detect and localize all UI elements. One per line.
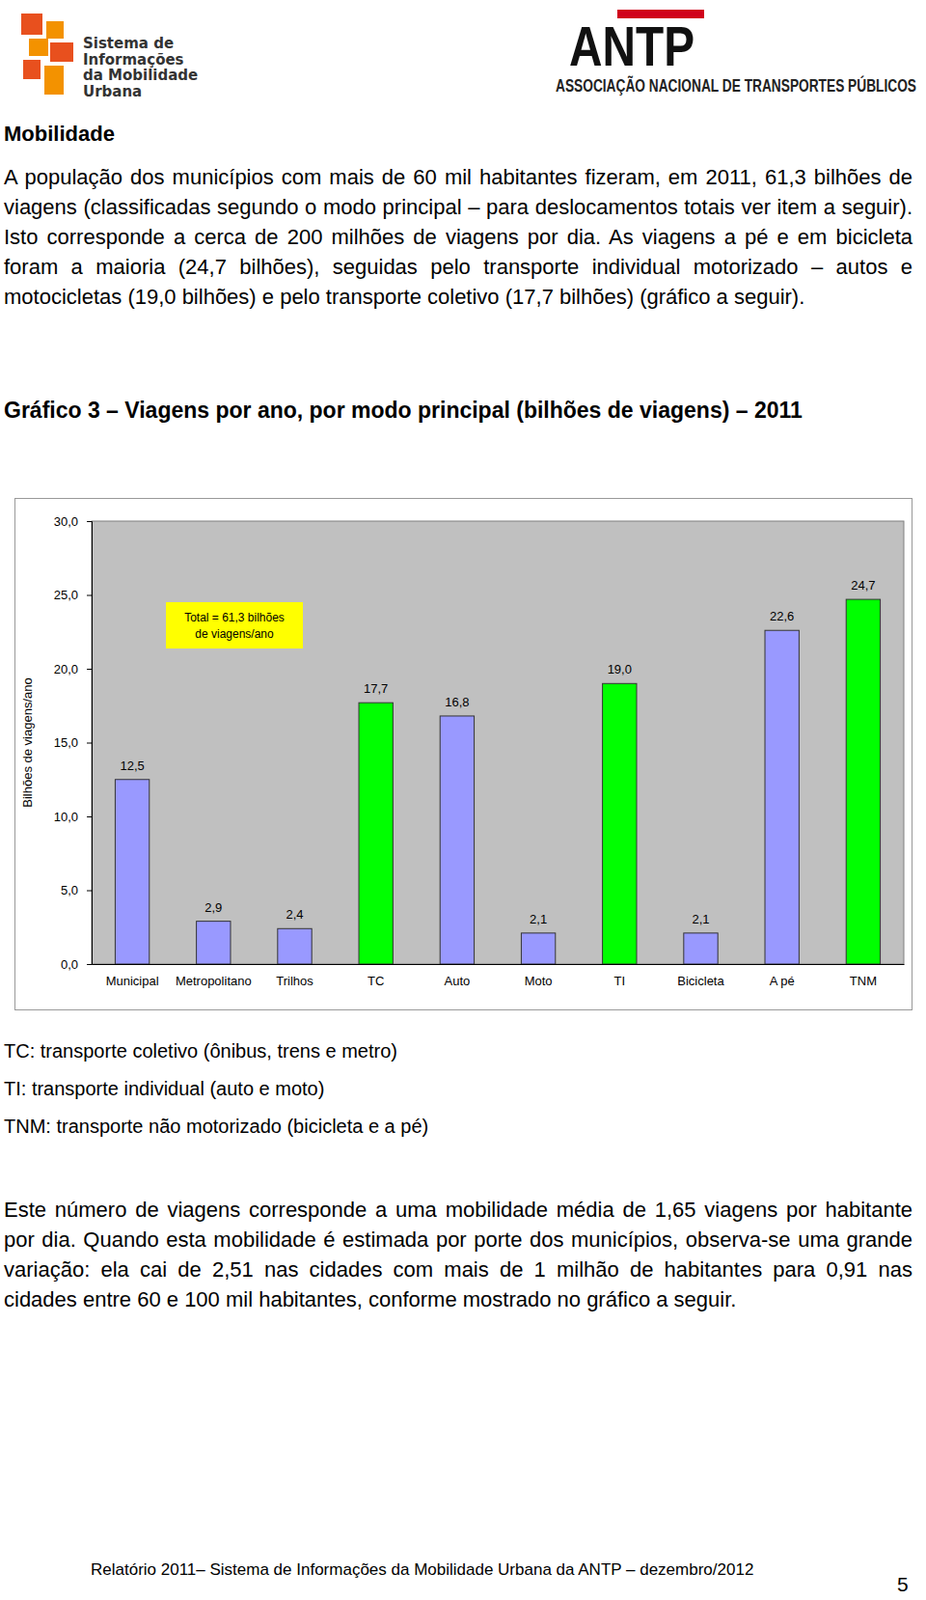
- bar: [683, 932, 718, 964]
- annotation-text: Total = 61,3 bilhões: [184, 610, 285, 625]
- y-tick-line: [86, 963, 92, 965]
- logo-block: [21, 13, 43, 35]
- y-tick-line: [86, 520, 92, 522]
- logo-right-subtitle: ASSOCIAÇÃO NACIONAL DE TRANSPORTES PÚBLI…: [555, 75, 917, 96]
- y-tick-label: 5,0: [60, 882, 79, 898]
- x-tick-label: Metropolitano: [175, 973, 252, 988]
- data-label: 2,1: [691, 911, 709, 926]
- y-tick: 10,0: [54, 809, 92, 824]
- x-tick-label: TI: [614, 973, 627, 988]
- x-tick: TNM: [849, 963, 877, 988]
- x-tick: Trilhos: [275, 963, 314, 988]
- y-tick-line: [86, 742, 92, 744]
- note: TC: transporte coletivo (ônibus, trens e…: [3, 1039, 398, 1063]
- x-tick-label: Moto: [524, 973, 553, 988]
- y-tick-line: [86, 595, 92, 597]
- bar: [764, 629, 799, 964]
- y-axis: 0,0 5,0 10,0 15,0 20,0 25,0 30,0: [54, 514, 93, 972]
- x-tick: Moto: [524, 963, 553, 988]
- x-tick-label: Auto: [444, 973, 471, 988]
- data-label: 19,0: [607, 661, 632, 677]
- x-tick: Metropolitano: [175, 963, 252, 988]
- header: Sistema deInformaçõesda MobilidadeUrbana…: [0, 0, 926, 107]
- y-tick: 25,0: [54, 587, 92, 602]
- data-label: 17,7: [363, 680, 388, 696]
- chart-frame: [15, 498, 913, 1010]
- bar: [439, 715, 474, 964]
- logo-left-icon: [21, 13, 74, 95]
- y-tick-line: [86, 816, 92, 818]
- x-tick: Auto: [444, 963, 471, 988]
- figure-title: Gráfico 3 – Viagens por ano, por modo pr…: [3, 395, 913, 426]
- bar: [845, 599, 880, 964]
- bar: [520, 932, 555, 964]
- data-label: 2,1: [529, 911, 547, 926]
- x-axis-line: [92, 963, 905, 965]
- logo-right-title: ANTP: [569, 14, 695, 78]
- data-label: 12,5: [119, 758, 144, 773]
- page-number: 5: [897, 1572, 909, 1596]
- y-tick: 0,0: [60, 956, 92, 972]
- x-tick-label: TC: [367, 973, 384, 988]
- bar: [277, 927, 312, 964]
- y-tick-label: 0,0: [60, 956, 79, 972]
- bar: [602, 682, 637, 964]
- data-label: 16,8: [444, 694, 469, 709]
- annotation-text: de viagens/ano: [194, 626, 274, 641]
- chart: 0,0 5,0 10,0 15,0 20,0 25,0 30,0 Municipal Metro…: [14, 497, 913, 1010]
- x-tick-label: A pé: [769, 973, 795, 988]
- annotation: Total = 61,3 bilhõesde viagens/ano: [165, 601, 303, 649]
- y-tick: 15,0: [54, 735, 92, 750]
- x-tick: Municipal: [106, 963, 160, 988]
- bar: [114, 779, 149, 964]
- x-tick: TC: [367, 963, 384, 988]
- data-label: 2,9: [204, 899, 222, 915]
- logo-left-text: Urbana: [82, 82, 142, 101]
- note: TI: transporte individual (auto e moto): [3, 1077, 325, 1100]
- x-tick: Bicicleta: [677, 963, 725, 988]
- y-axis-line: [86, 521, 93, 965]
- x-tick-label: Municipal: [106, 973, 160, 988]
- x-tick: TI: [614, 963, 627, 988]
- data-label: 24,7: [850, 577, 875, 593]
- x-tick-label: Bicicleta: [677, 973, 725, 988]
- y-tick: 30,0: [54, 514, 92, 529]
- data-label: 22,6: [769, 608, 794, 624]
- plot: 0,0 5,0 10,0 15,0 20,0 25,0 30,0 Municipal Metro…: [54, 514, 905, 988]
- logo-block: [44, 65, 64, 95]
- annotation-box: [165, 601, 303, 649]
- x-tick: A pé: [769, 963, 795, 988]
- y-tick-label: 30,0: [54, 514, 79, 529]
- logo-left-text: Sistema de: [82, 34, 174, 53]
- y-axis-title: Bilhões de viagens/ano: [20, 677, 35, 807]
- y-tick-line: [86, 668, 92, 670]
- y-tick-label: 10,0: [54, 809, 79, 824]
- note: TNM: transporte não motorizado (biciclet…: [3, 1115, 429, 1138]
- logo-block: [28, 38, 49, 56]
- paragraph: A população dos municípios com mais de 6…: [3, 162, 913, 312]
- bar: [358, 702, 393, 964]
- bars: [114, 599, 880, 964]
- section-title: Mobilidade: [3, 121, 115, 147]
- logo-left-text: da Mobilidade: [82, 66, 198, 84]
- data-labels: 12,5 2,9 2,4 17,7 16,8 2,1 19,0 2,1 22,6 24,7: [119, 577, 875, 926]
- x-axis: Municipal Metropolitano Trilhos TC Auto Moto T…: [92, 963, 905, 988]
- y-tick: 5,0: [60, 882, 92, 898]
- data-label: 2,4: [285, 906, 303, 922]
- logo-block: [50, 42, 74, 62]
- logo-block: [23, 59, 41, 80]
- x-tick-label: Trilhos: [275, 973, 314, 988]
- y-tick-line: [86, 890, 92, 892]
- footer: Relatório 2011– Sistema de Informações d…: [90, 1559, 754, 1580]
- y-tick-label: 20,0: [54, 661, 79, 677]
- plot-background: [91, 520, 904, 964]
- y-tick-label: 15,0: [54, 735, 79, 750]
- bar: [196, 921, 231, 964]
- closing-paragraph: Este número de viagens corresponde a uma…: [3, 1194, 913, 1314]
- logo-block: [46, 21, 64, 39]
- y-tick-label: 25,0: [54, 587, 79, 602]
- x-tick-label: TNM: [849, 973, 877, 988]
- logo-left-text: Informações: [82, 51, 185, 69]
- y-tick: 20,0: [54, 661, 92, 677]
